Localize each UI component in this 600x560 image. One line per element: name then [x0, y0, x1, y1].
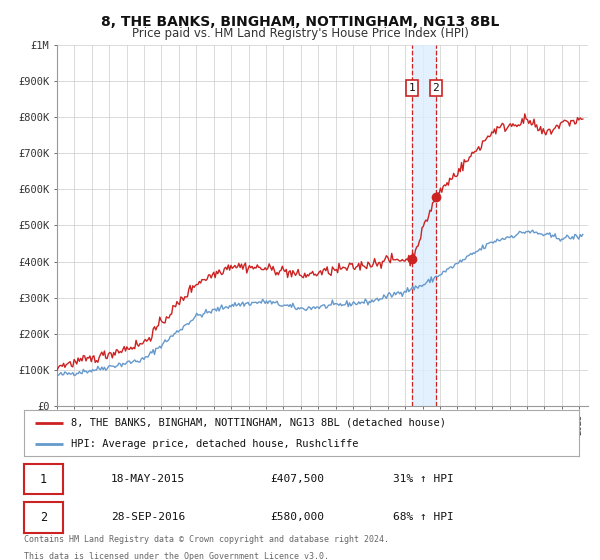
Text: 68% ↑ HPI: 68% ↑ HPI: [393, 512, 454, 522]
Text: 18-MAY-2015: 18-MAY-2015: [111, 474, 185, 484]
Text: 1: 1: [409, 83, 415, 93]
Text: 28-SEP-2016: 28-SEP-2016: [111, 512, 185, 522]
Text: 1: 1: [40, 473, 47, 486]
Text: HPI: Average price, detached house, Rushcliffe: HPI: Average price, detached house, Rush…: [71, 439, 359, 449]
Text: 8, THE BANKS, BINGHAM, NOTTINGHAM, NG13 8BL: 8, THE BANKS, BINGHAM, NOTTINGHAM, NG13 …: [101, 15, 499, 29]
Bar: [412, 45, 436, 406]
Text: £407,500: £407,500: [270, 474, 324, 484]
Text: £580,000: £580,000: [270, 512, 324, 522]
Text: 2: 2: [40, 511, 47, 524]
Text: 31% ↑ HPI: 31% ↑ HPI: [393, 474, 454, 484]
Text: 8, THE BANKS, BINGHAM, NOTTINGHAM, NG13 8BL (detached house): 8, THE BANKS, BINGHAM, NOTTINGHAM, NG13 …: [71, 418, 446, 428]
Text: 2: 2: [432, 83, 439, 93]
Text: This data is licensed under the Open Government Licence v3.0.: This data is licensed under the Open Gov…: [24, 552, 329, 560]
Text: Contains HM Land Registry data © Crown copyright and database right 2024.: Contains HM Land Registry data © Crown c…: [24, 535, 389, 544]
Text: Price paid vs. HM Land Registry's House Price Index (HPI): Price paid vs. HM Land Registry's House …: [131, 27, 469, 40]
